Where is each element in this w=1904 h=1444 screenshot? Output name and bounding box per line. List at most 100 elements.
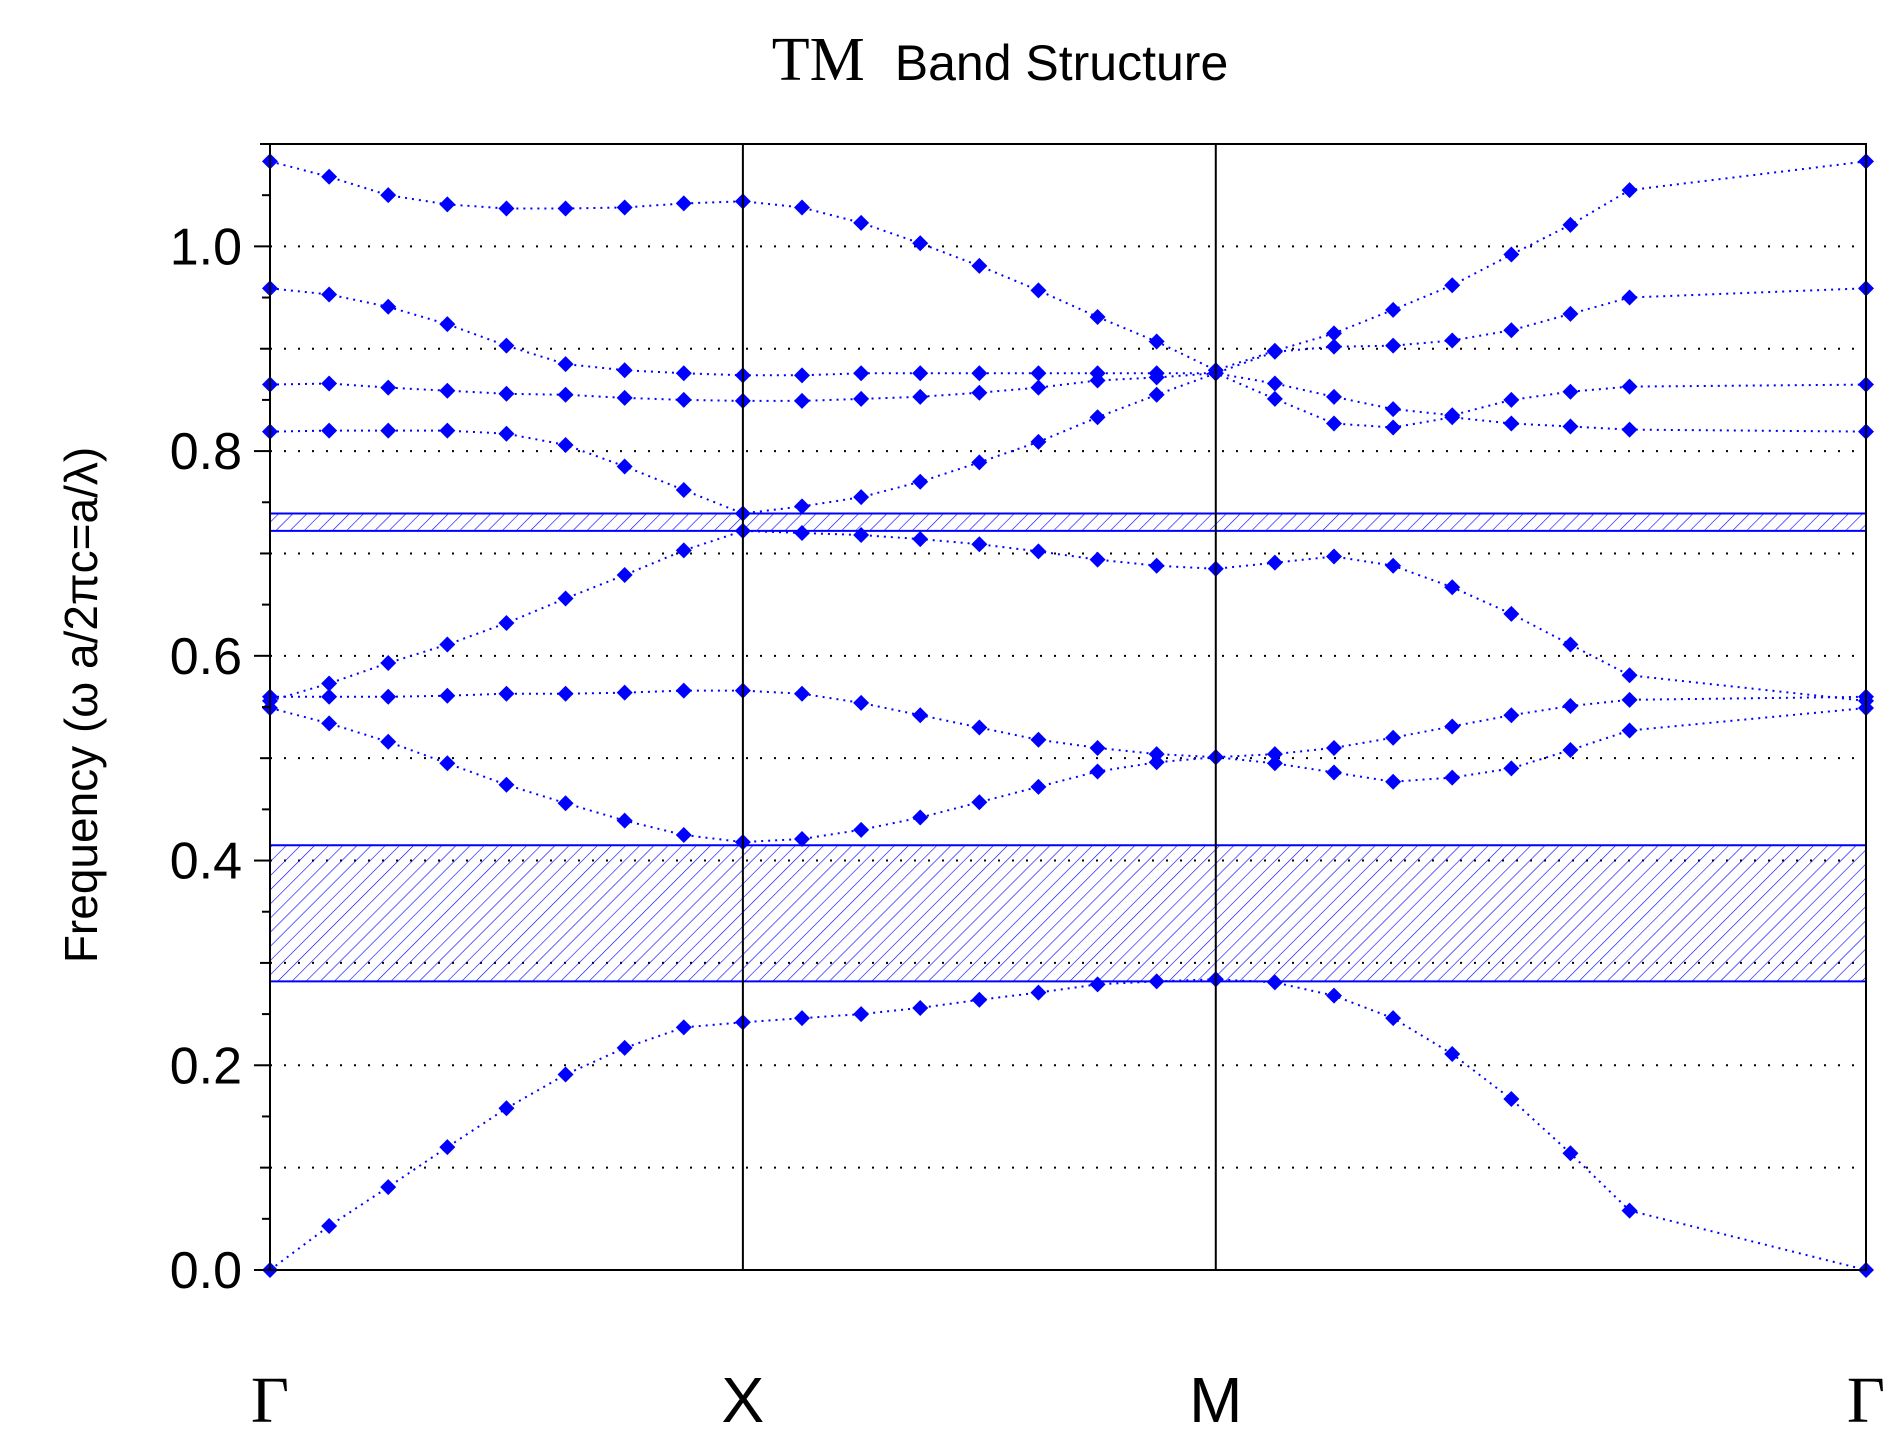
band-3-point bbox=[1089, 739, 1106, 756]
band-6-point bbox=[1562, 383, 1579, 400]
band-4-point bbox=[853, 527, 870, 544]
band-8-point bbox=[557, 200, 574, 217]
band-5-point bbox=[498, 425, 515, 442]
band-1-point bbox=[498, 1100, 515, 1117]
band-1-point bbox=[1326, 987, 1342, 1004]
band-5-point bbox=[1266, 390, 1283, 407]
plot-frame bbox=[269, 143, 1867, 1271]
band-3-point bbox=[1503, 707, 1520, 724]
band-8-point bbox=[1326, 325, 1342, 342]
band-4-point bbox=[675, 542, 692, 559]
band-8-point bbox=[321, 168, 338, 185]
k-point-label: X bbox=[722, 1364, 765, 1436]
band-1-point bbox=[1503, 1091, 1520, 1108]
band-6-point bbox=[1326, 388, 1342, 405]
band-6-point bbox=[853, 390, 870, 407]
band-1-point bbox=[853, 1006, 870, 1023]
band-gap-layer bbox=[270, 512, 1866, 983]
band-1-point bbox=[912, 999, 929, 1016]
band-8-point bbox=[675, 195, 692, 212]
band-7-point bbox=[1089, 365, 1106, 382]
band-2-point bbox=[1266, 755, 1283, 772]
band-4-point bbox=[380, 654, 397, 671]
y-tick-label: 0.6 bbox=[170, 628, 242, 686]
band-6-point bbox=[1266, 375, 1283, 392]
band-1-point bbox=[380, 1179, 397, 1196]
band-7-point bbox=[1326, 338, 1342, 355]
band-6-point bbox=[498, 385, 515, 402]
band-5-point bbox=[439, 422, 456, 439]
band-5-point bbox=[1148, 386, 1165, 403]
band-4-point bbox=[794, 524, 810, 541]
band-4-point bbox=[557, 590, 574, 607]
band-8-point bbox=[1089, 308, 1106, 325]
band-5-point bbox=[912, 473, 929, 490]
band-8-point bbox=[439, 196, 456, 213]
band-3-point bbox=[439, 687, 456, 704]
chart-title: TM Band Structure bbox=[772, 26, 1229, 94]
band-6-point bbox=[616, 389, 633, 406]
band-4-point bbox=[1444, 579, 1461, 596]
band-7-point bbox=[794, 367, 810, 384]
band-6-point bbox=[1444, 407, 1461, 424]
band-2-point bbox=[616, 812, 633, 829]
band-8-point bbox=[498, 200, 515, 217]
y-tick-label: 0.2 bbox=[170, 1037, 242, 1095]
band-6-point bbox=[971, 384, 988, 401]
band-3-point bbox=[321, 688, 338, 705]
band-8-point bbox=[1621, 182, 1638, 199]
band-4-point bbox=[1621, 667, 1638, 684]
band-2-point bbox=[1444, 769, 1461, 786]
band-7-point bbox=[675, 365, 692, 382]
band-2-point bbox=[380, 733, 397, 750]
band-7-point bbox=[616, 362, 633, 379]
band-6-point bbox=[1030, 379, 1047, 396]
band-4-point bbox=[1503, 605, 1520, 622]
band-1-point bbox=[971, 991, 988, 1008]
chart-title-text: Band Structure bbox=[895, 35, 1229, 91]
band-7-point bbox=[439, 316, 456, 333]
y-tick-label: 0.4 bbox=[170, 833, 242, 891]
chart-title-polarization: TM bbox=[772, 26, 865, 94]
y-axis-label: Frequency (ω a/2πc=a/λ) bbox=[55, 447, 107, 963]
band-6-point bbox=[321, 375, 338, 392]
band-6-point bbox=[439, 382, 456, 399]
band-8-point bbox=[1503, 246, 1520, 263]
band-1-point bbox=[1444, 1046, 1461, 1063]
band-3-point bbox=[1562, 697, 1579, 714]
band-5-point bbox=[971, 454, 988, 471]
band-3-point bbox=[1444, 718, 1461, 735]
band-1-point bbox=[675, 1019, 692, 1036]
band-3-point bbox=[1385, 729, 1402, 746]
band-8-point bbox=[1562, 216, 1579, 233]
band-8-point bbox=[853, 214, 870, 231]
band-7-point bbox=[1562, 305, 1579, 322]
band-4-point bbox=[1562, 636, 1579, 653]
band-7-point bbox=[498, 337, 515, 354]
band-7-point bbox=[1148, 365, 1165, 382]
band-1-point bbox=[1148, 973, 1165, 990]
band-layer bbox=[262, 153, 1874, 1278]
band-2-point bbox=[912, 809, 929, 826]
band-4-point bbox=[1266, 554, 1283, 571]
band-2-point bbox=[1562, 741, 1579, 758]
band-3-point bbox=[1030, 731, 1047, 748]
band-8-point bbox=[1030, 282, 1047, 299]
band-1-point bbox=[557, 1066, 574, 1083]
band-2-point bbox=[321, 715, 338, 732]
band-2-point bbox=[971, 794, 988, 811]
band-1-point bbox=[1385, 1010, 1402, 1027]
band-2-point bbox=[675, 826, 692, 843]
band-3-point bbox=[912, 707, 929, 724]
band-3-point bbox=[1621, 691, 1638, 708]
band-5-point bbox=[1385, 419, 1402, 436]
band-4-point bbox=[1030, 543, 1047, 560]
band-4-point bbox=[912, 531, 929, 548]
k-point-label: M bbox=[1189, 1364, 1242, 1436]
band-2-point bbox=[1385, 773, 1402, 790]
band-7-point bbox=[1030, 365, 1047, 382]
band-8-point bbox=[912, 235, 929, 252]
band-5-point bbox=[1503, 415, 1520, 432]
band-8-point bbox=[971, 257, 988, 274]
